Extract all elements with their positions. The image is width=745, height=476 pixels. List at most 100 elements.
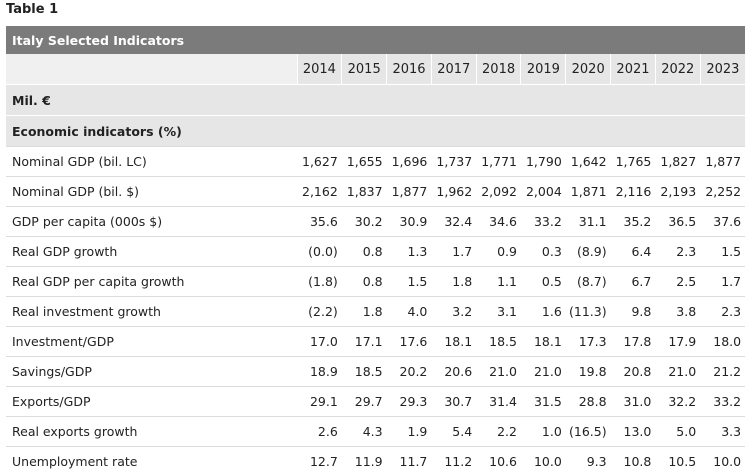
value-cell: 2.5 [655,267,700,297]
value-cell: (0.0) [297,237,342,267]
value-cell: 1,877 [387,177,432,207]
unit-row: Mil. € [6,85,745,116]
value-cell: 1,655 [342,147,387,177]
value-cell: 36.5 [655,207,700,237]
value-cell: 6.4 [611,237,656,267]
value-cell: 31.5 [521,387,566,417]
value-cell: 1,642 [566,147,611,177]
value-cell: (1.8) [297,267,342,297]
row-label: Real GDP per capita growth [6,267,297,297]
value-cell: 11.9 [342,447,387,476]
value-cell: 2,252 [700,177,745,207]
value-cell: 35.6 [297,207,342,237]
value-cell: 1.6 [521,297,566,327]
year-header-cell: 2014 [297,54,342,85]
value-cell: (16.5) [566,417,611,447]
row-label: Nominal GDP (bil. $) [6,177,297,207]
value-cell: 21.2 [700,357,745,387]
value-cell: 11.7 [387,447,432,476]
value-cell: 5.0 [655,417,700,447]
value-cell: 0.8 [342,237,387,267]
value-cell: 2,092 [476,177,521,207]
row-label: Nominal GDP (bil. LC) [6,147,297,177]
value-cell: 1,737 [431,147,476,177]
row-label: GDP per capita (000s $) [6,207,297,237]
year-header-cell: 2017 [431,54,476,85]
value-cell: 2.2 [476,417,521,447]
year-header-cell: 2020 [566,54,611,85]
value-cell: 31.0 [611,387,656,417]
section-label: Economic indicators (%) [6,116,745,147]
table-caption: Table 1 [0,0,745,26]
value-cell: 1,771 [476,147,521,177]
value-cell: 35.2 [611,207,656,237]
value-cell: 18.1 [431,327,476,357]
value-cell: 9.3 [566,447,611,476]
value-cell: 19.8 [566,357,611,387]
year-header-cell: 2021 [611,54,656,85]
value-cell: 18.1 [521,327,566,357]
value-cell: 2,193 [655,177,700,207]
value-cell: 37.6 [700,207,745,237]
year-header-cell: 2019 [521,54,566,85]
value-cell: 0.8 [342,267,387,297]
value-cell: 10.0 [521,447,566,476]
value-cell: 17.6 [387,327,432,357]
value-cell: 4.3 [342,417,387,447]
value-cell: 33.2 [521,207,566,237]
value-cell: 4.0 [387,297,432,327]
row-label: Savings/GDP [6,357,297,387]
row-label: Real investment growth [6,297,297,327]
value-cell: 17.3 [566,327,611,357]
value-cell: 18.5 [476,327,521,357]
value-cell: 29.7 [342,387,387,417]
value-cell: (2.2) [297,297,342,327]
value-cell: (8.7) [566,267,611,297]
value-cell: 3.2 [431,297,476,327]
unit-label: Mil. € [6,85,745,116]
value-cell: 1.8 [431,267,476,297]
section-row: Economic indicators (%) [6,116,745,147]
value-cell: 1.7 [431,237,476,267]
value-cell: 10.5 [655,447,700,476]
value-cell: 29.3 [387,387,432,417]
value-cell: 3.8 [655,297,700,327]
value-cell: 1,877 [700,147,745,177]
value-cell: 6.7 [611,267,656,297]
value-cell: 18.0 [700,327,745,357]
value-cell: 18.5 [342,357,387,387]
value-cell: 13.0 [611,417,656,447]
value-cell: 20.8 [611,357,656,387]
value-cell: 5.4 [431,417,476,447]
value-cell: 2.3 [655,237,700,267]
row-label: Exports/GDP [6,387,297,417]
value-cell: 2,116 [611,177,656,207]
table-title-row: Italy Selected Indicators [6,26,745,54]
value-cell: 17.0 [297,327,342,357]
value-cell: 1,827 [655,147,700,177]
year-header-cell: 2016 [387,54,432,85]
value-cell: 20.6 [431,357,476,387]
value-cell: 17.1 [342,327,387,357]
value-cell: 1,871 [566,177,611,207]
value-cell: 10.0 [700,447,745,476]
value-cell: 10.6 [476,447,521,476]
row-label: Real GDP growth [6,237,297,267]
value-cell: 17.9 [655,327,700,357]
year-header-cell: 2023 [700,54,745,85]
row-label: Investment/GDP [6,327,297,357]
value-cell: 3.3 [700,417,745,447]
value-cell: 33.2 [700,387,745,417]
value-cell: 0.5 [521,267,566,297]
value-cell: 1.9 [387,417,432,447]
value-cell: 31.4 [476,387,521,417]
value-cell: 31.1 [566,207,611,237]
